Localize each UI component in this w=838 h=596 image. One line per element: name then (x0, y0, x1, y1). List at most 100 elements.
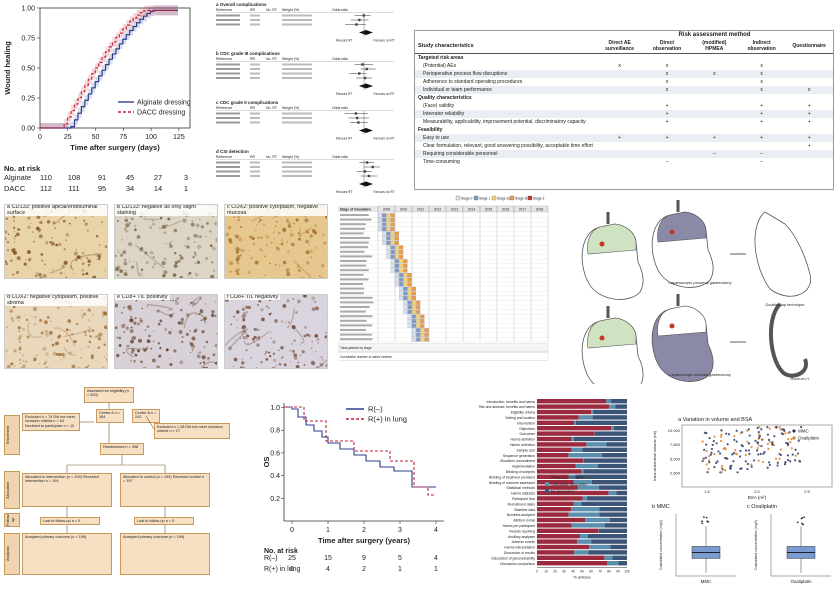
stain-dot (198, 351, 202, 354)
stain-dot (123, 261, 128, 266)
stain-dot (36, 226, 40, 231)
stack-segment (537, 512, 569, 517)
risk-row-label: Clear formulation, relevant, good answer… (423, 143, 593, 149)
gantt-cell (399, 263, 404, 268)
stain-dot (274, 263, 278, 266)
stain-dot (124, 269, 127, 272)
x-tick-label: 75 (119, 134, 127, 141)
x-tick-label: 100 (145, 134, 157, 141)
stain-dot (199, 362, 202, 365)
stack-segment (583, 458, 627, 463)
stain-dot (241, 307, 245, 311)
oxaliplatin-point (758, 425, 761, 429)
forest-favours-label: Favours no RT (373, 137, 394, 141)
forest-value-bar (282, 77, 312, 79)
stain-dot (90, 354, 94, 358)
stain-dot (25, 258, 27, 261)
y-tick-label: 2,500 (670, 470, 681, 475)
stack-item-label: Numbers analysed (507, 513, 535, 517)
km-top-risk-table: No. at risk Alginate 110 108 91 45 27 3 DACC 112… (4, 164, 214, 195)
stain-dot (40, 331, 44, 335)
legend-label: R(+) in lung (368, 415, 407, 424)
stain-dot (151, 358, 156, 363)
risk-row: Adherence to standard operating procedur… (415, 78, 833, 86)
forest-study-label-bar (216, 112, 240, 115)
risk-mark (596, 78, 643, 86)
stain-dot (181, 319, 183, 321)
forest-value-bar (250, 68, 260, 70)
stack-segment (611, 426, 614, 431)
stain-dot (75, 257, 77, 259)
flow-box: Excluded n = 28 Did not meet inclusion c… (154, 423, 230, 439)
gantt-centre-label-bar (340, 264, 367, 267)
stain-dot (239, 226, 242, 229)
stain-dot (298, 234, 302, 238)
stain-dot (202, 317, 207, 321)
stain-dot (163, 257, 167, 261)
mmc-point (760, 444, 763, 448)
risk-count: 3 (183, 173, 189, 182)
stack-item-label: Introduction: benefits and harms (487, 400, 536, 404)
stain-dot (9, 309, 13, 313)
stain-dot (305, 250, 310, 255)
stain-dot (258, 299, 262, 303)
risk-mark: x (643, 70, 691, 78)
stain-dot (55, 243, 58, 247)
stain-dot (263, 223, 266, 226)
forest-value-bar (282, 170, 312, 173)
stain-dot (239, 248, 243, 252)
stain-dot (308, 334, 311, 338)
risk-row-label: Time-consuming (423, 159, 460, 165)
gantt-cell (403, 296, 408, 301)
forest-col-header: RR (250, 8, 256, 12)
stain-dot (206, 222, 209, 225)
gantt-cell (407, 300, 412, 305)
stain-dot (213, 269, 216, 273)
gantt-cell (411, 337, 416, 342)
risk-mark: – (690, 150, 738, 158)
stain-dot (317, 342, 319, 344)
stain-dot (325, 363, 327, 368)
stain-dot (22, 364, 26, 368)
gantt-centre-label-bar (340, 296, 373, 299)
stain-dot (236, 261, 240, 265)
scatter-legend-label: MMC (798, 429, 809, 434)
stain-dot (210, 261, 214, 264)
stain-dot (235, 250, 239, 254)
stain-dot (265, 305, 269, 308)
tissue-fiber (134, 244, 165, 269)
stain-dot (20, 366, 23, 368)
stain-dot (189, 342, 194, 346)
gantt-cell (399, 291, 404, 296)
stain-dot (88, 329, 91, 333)
stain-dot (52, 269, 54, 271)
stain-dot (308, 277, 312, 278)
gantt-legend-swatch (473, 195, 479, 201)
stain-dot (42, 274, 47, 278)
gantt-cell (407, 273, 412, 278)
mmc-point (776, 464, 779, 467)
risk-mark: x (665, 79, 669, 85)
study-col-header: Study characteristics (418, 43, 474, 49)
stain-dot (326, 335, 327, 339)
gantt-legend-swatch (527, 195, 533, 201)
tissue-fiber (293, 260, 312, 278)
forest-point (365, 161, 369, 164)
y-axis-label: Calculated concentration (mg/l) (754, 520, 758, 570)
micrograph-label: c COX2: positive cytoplasm, negative muc… (225, 205, 327, 216)
stain-dot (239, 337, 241, 339)
stain-dot (131, 217, 134, 221)
stack-segment (577, 539, 592, 544)
forest-point (363, 170, 367, 173)
gantt-cell (394, 236, 399, 241)
stain-dot (91, 277, 94, 278)
stain-dot (65, 239, 67, 241)
stain-dot (103, 356, 105, 358)
oxaliplatin-point (713, 435, 716, 438)
stack-segment (598, 485, 627, 490)
gantt-year-label: 2013 (451, 207, 459, 211)
stack-segment (537, 544, 590, 550)
stain-dot (5, 349, 8, 353)
oxaliplatin-point (734, 449, 737, 452)
